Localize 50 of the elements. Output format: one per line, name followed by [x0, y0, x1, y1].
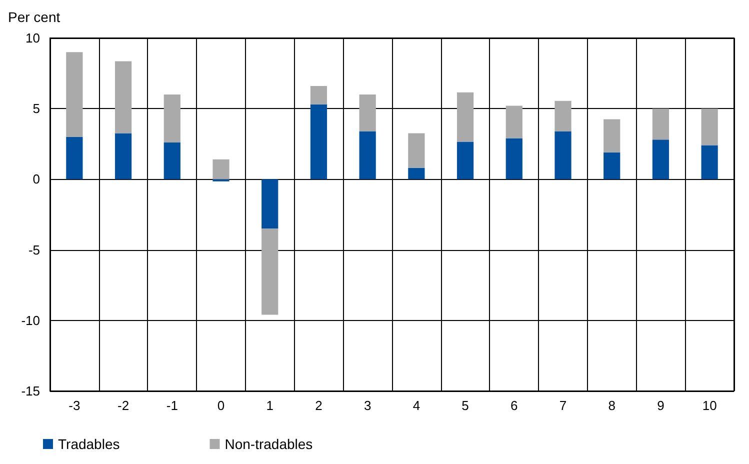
x-tick-label: 9 [657, 398, 664, 413]
bar [604, 152, 620, 180]
x-tick-label: -2 [118, 398, 130, 413]
y-tick-label: -5 [28, 242, 40, 258]
bar [262, 179, 278, 229]
bar [408, 168, 425, 180]
bar [359, 131, 376, 180]
bar [310, 86, 328, 104]
bar [456, 142, 474, 180]
bar [701, 108, 718, 146]
bar [652, 140, 670, 180]
bar [359, 94, 376, 132]
x-tick-label: 5 [462, 398, 469, 413]
bar [652, 108, 670, 140]
bar [506, 106, 522, 138]
x-tick-label: 3 [364, 398, 372, 413]
y-tick-label: 5 [32, 101, 40, 116]
x-tick-label: 10 [702, 398, 717, 413]
y-axis-title: Per cent [8, 9, 60, 25]
bar [114, 133, 132, 180]
y-tick-label: 10 [26, 30, 40, 46]
bar [554, 100, 572, 132]
x-tick-label: 4 [412, 398, 420, 413]
x-tick-label: 2 [315, 398, 322, 413]
legend-label: Tradables [58, 436, 120, 452]
bar [164, 94, 180, 142]
bar [66, 52, 83, 137]
x-tick-label: 7 [559, 398, 567, 413]
bar [66, 136, 83, 180]
bar [701, 145, 718, 180]
x-tick-label: 6 [510, 398, 518, 413]
y-tick-label: -15 [21, 384, 40, 398]
x-tick-label: 0 [217, 398, 225, 413]
bar [310, 104, 328, 180]
bar [604, 119, 620, 152]
bar [506, 138, 522, 180]
y-tick-label: 0 [32, 172, 40, 187]
bar [456, 92, 474, 142]
bar [164, 142, 180, 180]
bar [114, 61, 132, 134]
y-tick-label: -10 [21, 312, 40, 328]
x-tick-label: 8 [608, 398, 616, 413]
bar [408, 133, 425, 168]
legend-label: Non-tradables [224, 436, 313, 452]
bar [554, 131, 572, 180]
bar [262, 228, 278, 315]
x-tick-label: -1 [166, 398, 178, 413]
bar [212, 159, 230, 180]
x-tick-label: -3 [68, 398, 80, 413]
x-tick-label: 1 [266, 398, 274, 413]
